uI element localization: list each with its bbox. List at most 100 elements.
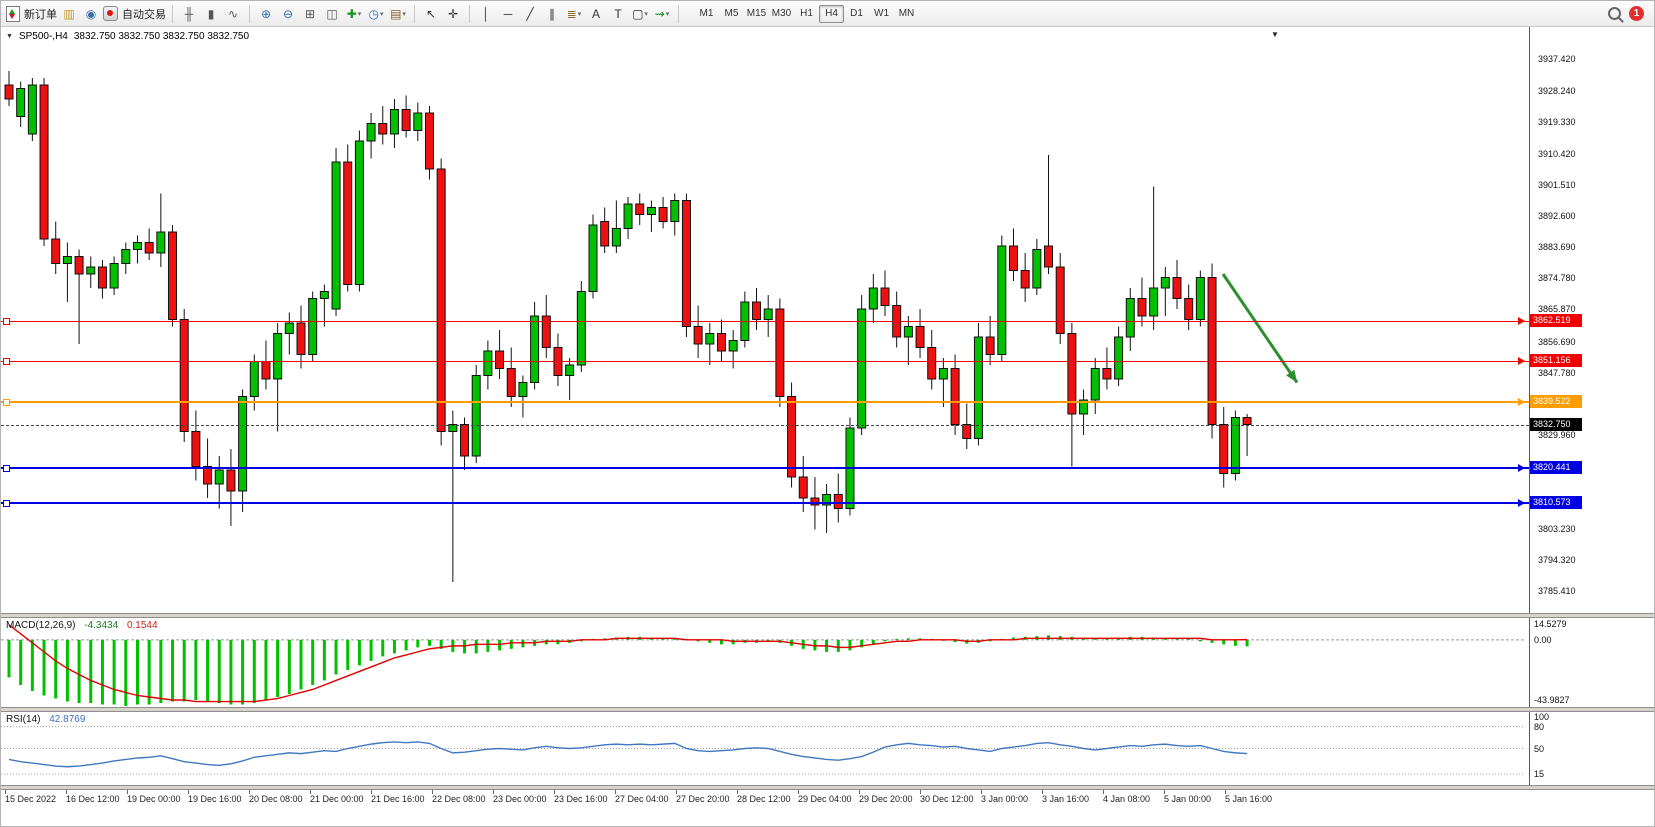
candle[interactable] bbox=[530, 302, 540, 390]
horizontal-line-icon[interactable]: ─ bbox=[497, 4, 519, 24]
candle[interactable] bbox=[413, 102, 423, 142]
candle[interactable] bbox=[1230, 410, 1240, 481]
candle[interactable] bbox=[973, 323, 983, 446]
candle[interactable] bbox=[868, 274, 878, 323]
bar-chart-icon[interactable]: ╫ bbox=[178, 4, 200, 24]
price-level-line[interactable] bbox=[1, 501, 1529, 504]
candle[interactable] bbox=[1020, 253, 1030, 302]
trend-arrow[interactable] bbox=[1221, 273, 1299, 384]
candle[interactable] bbox=[670, 193, 680, 236]
timeframe-d1-button[interactable]: D1 bbox=[844, 5, 869, 23]
candle[interactable] bbox=[483, 340, 493, 390]
candle[interactable] bbox=[97, 260, 107, 299]
candle[interactable] bbox=[553, 333, 563, 387]
candle[interactable] bbox=[86, 256, 96, 289]
candle[interactable] bbox=[763, 295, 773, 337]
line-handle[interactable] bbox=[3, 398, 10, 406]
line-handle[interactable] bbox=[3, 357, 10, 365]
candle[interactable] bbox=[1079, 389, 1089, 436]
add-indicator-icon[interactable]: ✚ ▾ bbox=[343, 4, 365, 24]
autotrading-button[interactable]: 自动交易 bbox=[102, 4, 167, 24]
candle[interactable] bbox=[1090, 358, 1100, 414]
notification-badge[interactable]: 1 bbox=[1629, 6, 1644, 21]
rsi-canvas[interactable] bbox=[1, 712, 1529, 785]
candle[interactable] bbox=[378, 106, 388, 145]
candlestick-chart-icon[interactable]: ▮ bbox=[200, 4, 222, 24]
one-click-panel-toggle-icon[interactable]: ▼ bbox=[6, 33, 13, 40]
candle[interactable] bbox=[705, 323, 715, 365]
macd-canvas[interactable] bbox=[1, 618, 1529, 706]
candle[interactable] bbox=[296, 305, 306, 369]
timeframe-h4-button[interactable]: H4 bbox=[819, 4, 844, 23]
candle[interactable] bbox=[658, 197, 668, 229]
market-watch-icon[interactable]: ◉ bbox=[80, 4, 102, 24]
shapes-icon[interactable]: ▢ ▾ bbox=[629, 4, 651, 24]
candle[interactable] bbox=[892, 291, 902, 348]
search-icon[interactable] bbox=[1608, 7, 1621, 20]
pane-separator[interactable] bbox=[1, 613, 1654, 618]
text-label-icon[interactable]: T bbox=[607, 4, 629, 24]
candle[interactable] bbox=[226, 449, 236, 526]
candle[interactable] bbox=[775, 298, 785, 408]
candle[interactable] bbox=[168, 225, 178, 327]
line-chart-icon[interactable]: ∿ bbox=[222, 4, 244, 24]
candle[interactable] bbox=[121, 242, 131, 275]
price-level-line[interactable] bbox=[1, 400, 1529, 403]
auto-arrange-icon[interactable]: ⊞ bbox=[299, 4, 321, 24]
equidistant-channel-icon[interactable]: ∥ bbox=[541, 4, 563, 24]
candle[interactable] bbox=[51, 221, 61, 275]
candle[interactable] bbox=[1044, 155, 1054, 274]
candle[interactable] bbox=[903, 316, 913, 365]
candle[interactable] bbox=[354, 130, 364, 292]
candle[interactable] bbox=[623, 197, 633, 239]
candle[interactable] bbox=[39, 78, 49, 246]
candle[interactable] bbox=[857, 295, 867, 435]
candle[interactable] bbox=[506, 347, 516, 408]
candle[interactable] bbox=[1219, 407, 1229, 488]
candle[interactable] bbox=[1102, 347, 1112, 390]
candle[interactable] bbox=[284, 312, 294, 355]
timeframe-h1-button[interactable]: H1 bbox=[794, 5, 819, 23]
candle[interactable] bbox=[787, 382, 797, 488]
candle[interactable] bbox=[693, 305, 703, 359]
line-handle[interactable] bbox=[3, 499, 10, 507]
candle[interactable] bbox=[1172, 260, 1182, 309]
candle[interactable] bbox=[366, 113, 376, 159]
price-level-line[interactable] bbox=[1, 321, 1529, 323]
candle[interactable] bbox=[401, 95, 411, 138]
candle[interactable] bbox=[1184, 284, 1194, 331]
candle[interactable] bbox=[273, 323, 283, 432]
line-handle[interactable] bbox=[3, 465, 10, 473]
candle[interactable] bbox=[985, 316, 995, 365]
candle[interactable] bbox=[740, 291, 750, 348]
candle[interactable] bbox=[132, 235, 142, 264]
price-level-line[interactable] bbox=[1, 467, 1529, 470]
timeframe-mn-button[interactable]: MN bbox=[894, 5, 919, 23]
candle[interactable] bbox=[319, 284, 329, 327]
candle[interactable] bbox=[880, 270, 890, 317]
candle[interactable] bbox=[495, 330, 505, 379]
candle[interactable] bbox=[16, 81, 26, 128]
chart-shift-marker-icon[interactable]: ▼ bbox=[1271, 30, 1279, 39]
candle[interactable] bbox=[27, 78, 37, 141]
price-axis[interactable] bbox=[1529, 27, 1654, 790]
candle[interactable] bbox=[1067, 323, 1077, 467]
template-icon[interactable]: ▤ ▾ bbox=[387, 4, 409, 24]
candle[interactable] bbox=[261, 340, 271, 390]
candle[interactable] bbox=[424, 106, 434, 180]
candle[interactable] bbox=[144, 228, 154, 261]
candle[interactable] bbox=[611, 200, 621, 254]
candle[interactable] bbox=[752, 288, 762, 330]
new-order-button[interactable]: 新订单 bbox=[5, 4, 58, 24]
candle[interactable] bbox=[1207, 263, 1217, 439]
candle[interactable] bbox=[1149, 186, 1159, 331]
candle[interactable] bbox=[156, 193, 166, 268]
candle[interactable] bbox=[915, 309, 925, 358]
candle[interactable] bbox=[541, 295, 551, 358]
candle[interactable] bbox=[1125, 288, 1135, 351]
candle[interactable] bbox=[308, 291, 318, 362]
candle[interactable] bbox=[565, 358, 575, 400]
candle[interactable] bbox=[950, 354, 960, 436]
fibonacci-icon[interactable]: ≣ ▾ bbox=[563, 4, 585, 24]
candle[interactable] bbox=[4, 71, 14, 106]
